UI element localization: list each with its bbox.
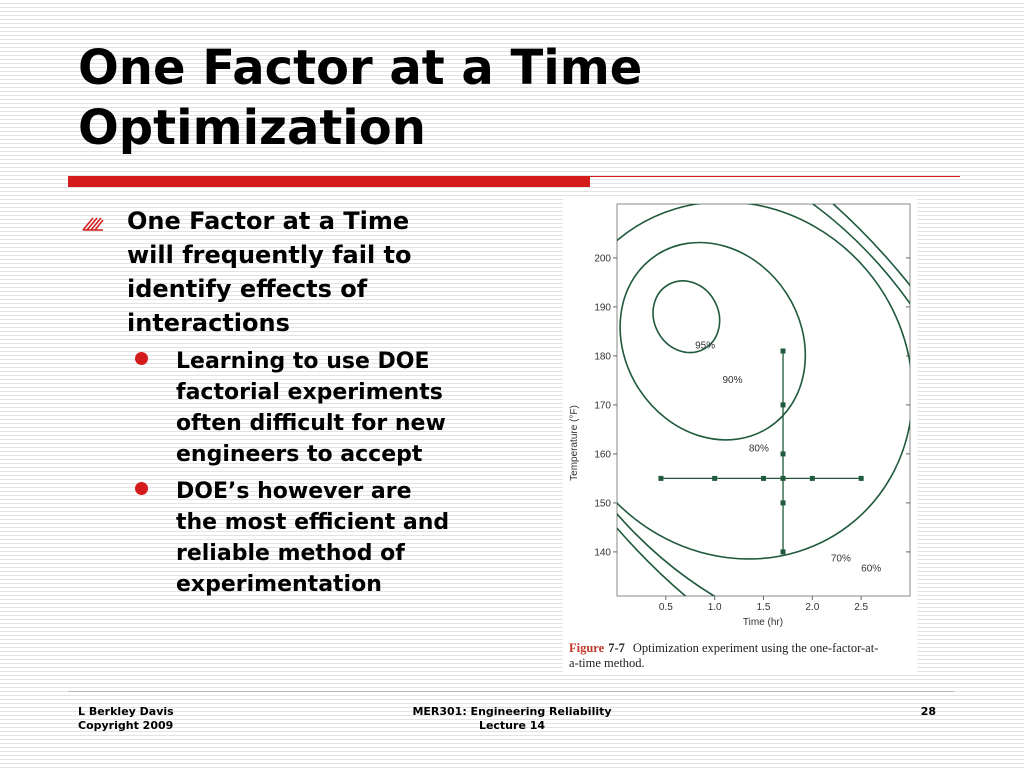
contour-label: 60% [861, 564, 881, 575]
x-tick-label: 1.0 [708, 602, 722, 613]
y-tick-label: 200 [594, 253, 611, 264]
hatch-bullet-icon [82, 217, 104, 231]
contour-80-pct [617, 204, 910, 560]
title-divider-bar [68, 176, 590, 187]
grid-layer [613, 257, 910, 600]
sub-bullet-1: Learning to use DOE factorial experiment… [127, 346, 498, 470]
footer-course-block: MER301: Engineering Reliability Lecture … [362, 705, 662, 733]
y-tick-label: 170 [594, 400, 611, 411]
figure-panel: 140 150 160 170 180 190 200 0.5 1.0 1.5 2.0 2.5 95% 9… [563, 196, 917, 674]
contour-chart: 140 150 160 170 180 190 200 0.5 1.0 1.5 2.0 2.5 95% 9… [569, 203, 911, 670]
contour-label: 80% [749, 443, 769, 454]
bullet-list: One Factor at a Time will frequently fai… [78, 204, 498, 600]
figure-caption-line-1: Figure 7-7 Optimization experiment using t… [569, 641, 878, 655]
experiment-point [761, 475, 766, 481]
bullet-main-line-2: will frequently fail to [127, 241, 412, 269]
title-line-2: Optimization [78, 100, 426, 156]
title-divider-line [590, 176, 960, 177]
y-tick-label: 160 [594, 449, 611, 460]
title-line-1: One Factor at a Time [78, 40, 643, 96]
experiment-point [780, 475, 786, 481]
page-number: 28 [920, 705, 936, 718]
x-tick-label: 0.5 [659, 602, 673, 613]
contour-90-pct [619, 241, 807, 441]
experiment-point [712, 475, 718, 481]
experiment-point [858, 475, 864, 481]
sub-bullet-1-line-1: Learning to use DOE [176, 349, 430, 374]
plot-frame [616, 203, 911, 597]
contour-60-pct [617, 204, 910, 596]
figure-caption-number: 7-7 [608, 641, 625, 655]
sub-bullet-2-line-2: the most efficient and [176, 510, 450, 535]
y-tick-label: 180 [594, 351, 611, 362]
footer-author: L Berkley Davis [78, 705, 174, 718]
experiment-point [780, 451, 786, 457]
y-axis-label: Temperature (°F) [569, 405, 580, 481]
sub-bullet-2-line-3: reliable method of [176, 541, 405, 566]
figure-caption-label: Figure [569, 641, 605, 655]
y-tick-label: 150 [594, 498, 611, 509]
sub-bullet-2-line-1: DOE’s however are [176, 479, 412, 504]
footer-author-block: L Berkley Davis Copyright 2009 [78, 705, 174, 733]
experiment-point [780, 402, 786, 408]
label-layer: 140 150 160 170 180 190 200 0.5 1.0 1.5 2.0 2.5 95% 9… [594, 253, 881, 613]
slide-title: One Factor at a Time Optimization [78, 38, 938, 158]
contour-label: 95% [695, 341, 715, 352]
sub-bullet-1-line-3: often difficult for new [176, 411, 446, 436]
red-dot-bullet-icon [135, 352, 148, 365]
sub-bullet-1-line-2: factorial experiments [176, 380, 443, 405]
bullet-main-line-1: One Factor at a Time [127, 207, 410, 235]
figure-caption-line-2: a-time method. [569, 656, 645, 670]
x-tick-label: 1.5 [757, 602, 771, 613]
figure-caption-text-1: Optimization experiment using the one-fa… [633, 641, 879, 655]
footer-course: MER301: Engineering Reliability [412, 705, 612, 718]
experiment-path-layer [658, 348, 864, 555]
sub-bullet-1-line-4: engineers to accept [176, 442, 423, 467]
experiment-point [780, 500, 786, 506]
sub-bullet-2: DOE’s however are the most efficient and… [127, 476, 498, 600]
red-dot-bullet-icon [135, 482, 148, 495]
contour-95-pct [652, 280, 721, 354]
sub-bullet-2-line-4: experimentation [176, 572, 382, 597]
contour-label: 70% [831, 554, 851, 565]
x-axis-label: Time (hr) [743, 617, 783, 628]
contour-70-pct [617, 204, 910, 596]
footer-copyright: Copyright 2009 [78, 719, 174, 732]
contour-label: 90% [722, 375, 742, 386]
footer-lecture: Lecture 14 [478, 719, 546, 732]
x-tick-label: 2.5 [854, 602, 868, 613]
y-tick-label: 140 [594, 547, 611, 558]
y-tick-label: 190 [594, 302, 611, 313]
experiment-point [780, 348, 786, 354]
footer-divider [68, 691, 954, 692]
bullet-main-line-4: interactions [127, 309, 290, 337]
x-tick-label: 2.0 [805, 602, 819, 613]
bullet-main-line-3: identify effects of [127, 275, 368, 303]
contour-layer [617, 204, 910, 596]
experiment-point [809, 475, 815, 481]
bullet-main: One Factor at a Time will frequently fai… [78, 204, 498, 340]
experiment-point [780, 549, 786, 555]
experiment-point [658, 475, 664, 481]
